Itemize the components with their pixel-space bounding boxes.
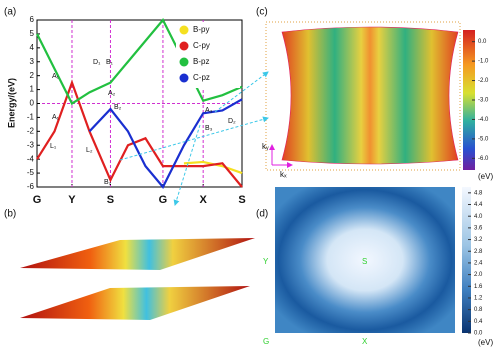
- legend-swatch: [179, 73, 189, 83]
- y-tick-label: 1: [30, 85, 35, 94]
- colorbar-tick-label: -6.0: [478, 156, 489, 162]
- colorbar-tick-label: 2.4: [474, 260, 483, 266]
- point-label: G: [263, 337, 269, 346]
- panel-b: (b): [4, 209, 255, 320]
- point-annotation: A₁: [52, 114, 60, 121]
- x-tick-label: G: [33, 194, 42, 206]
- kx-label: kₓ: [280, 170, 287, 179]
- panel-c: (c) kᵧ kₓ (eV): [256, 7, 493, 181]
- colorbar-tick-label: 2.0: [474, 272, 483, 278]
- point-annotation: A₃: [205, 107, 213, 114]
- legend-label: C-py: [193, 41, 210, 50]
- colorbar: [463, 30, 475, 170]
- energy-surface: [281, 26, 459, 165]
- y-tick-label: 3: [30, 57, 35, 66]
- colorbar-tick-label: -5.0: [478, 136, 489, 142]
- colorbar-tick-label: 0.0: [474, 331, 483, 337]
- lower-surface: [20, 286, 250, 320]
- band: [36, 18, 243, 106]
- y-tick-label: 6: [30, 15, 35, 24]
- legend-label: C-pz: [193, 73, 210, 82]
- y-tick-label: -2: [27, 126, 35, 135]
- colorbar-tick-label: -4.0: [478, 117, 489, 123]
- colorbar-tick-label: 4.4: [474, 202, 483, 208]
- colorbar-unit: (eV): [478, 338, 493, 347]
- colorbar-tick-label: 3.2: [474, 237, 483, 243]
- ky-label: kᵧ: [262, 142, 269, 151]
- colorbar-tick-label: 0.0: [478, 39, 487, 45]
- y-tick-label: -6: [27, 182, 35, 191]
- colorbar-tick-label: 3.6: [474, 225, 483, 231]
- colorbar-tick-label: 0.4: [474, 319, 483, 325]
- colorbar-tick-label: -1.0: [478, 59, 489, 65]
- upper-surface: [20, 238, 255, 270]
- colorbar-tick-label: -2.0: [478, 78, 489, 84]
- point-annotation: L₁: [50, 143, 57, 150]
- band: [36, 79, 243, 188]
- x-tick-label: S: [238, 194, 245, 206]
- legend-label: B-py: [193, 25, 209, 34]
- panel-label: (d): [256, 209, 268, 220]
- legend-swatch: [179, 41, 189, 51]
- colorbar-tick-label: 0.8: [474, 307, 483, 313]
- arrow: [214, 71, 269, 113]
- colorbar-tick-label: -3.0: [478, 98, 489, 104]
- colorbar-tick-label: 1.6: [474, 284, 483, 290]
- colorbar-tick-label: 1.2: [474, 296, 483, 302]
- y-tick-label: -4: [27, 154, 35, 163]
- panel-label: (a): [4, 7, 16, 18]
- point-label: Y: [263, 257, 269, 266]
- legend-swatch: [179, 25, 189, 35]
- colorbar-tick-label: 4.0: [474, 214, 483, 220]
- point-annotation: A₂: [108, 90, 116, 97]
- point-annotation: L₂: [86, 147, 93, 154]
- gap-map: [275, 187, 455, 333]
- y-axis-title: Energy/(eV): [6, 78, 16, 128]
- panel-label: (c): [256, 7, 268, 18]
- y-tick-label: 2: [30, 71, 35, 80]
- panel-a: (a) Energy/(eV) -6 -5 -4 -3 -2 -1 0 1 2 3 4 5 6 G Y S G X…: [4, 7, 246, 206]
- point-annotation: B₂: [114, 104, 122, 111]
- arrow: [173, 124, 201, 206]
- x-tick-label: X: [199, 194, 207, 206]
- panel-d: (d) Y S G X (eV): [256, 187, 493, 347]
- point-annotation: B₃: [205, 125, 213, 132]
- legend-label: B-pz: [193, 57, 209, 66]
- connectors: [119, 71, 269, 206]
- y-tick-label: 4: [30, 43, 35, 52]
- point-annotation: D₁: [93, 59, 101, 66]
- panel-label: (b): [4, 209, 16, 220]
- point-annotation: D₂: [228, 118, 236, 125]
- y-tick-label: 0: [30, 99, 35, 108]
- colorbar: [462, 187, 471, 333]
- y-tick-label: -5: [27, 168, 35, 177]
- point-label: X: [362, 337, 368, 346]
- colorbar-tick-label: 4.8: [474, 190, 483, 196]
- colorbar-unit: (eV): [478, 172, 493, 181]
- point-annotation: B₁: [106, 59, 114, 66]
- y-tick-label: -1: [27, 113, 35, 122]
- point-label: S: [362, 257, 367, 266]
- box: [265, 21, 461, 171]
- colorbar-tick-label: 2.8: [474, 249, 483, 255]
- x-tick-label: Y: [68, 194, 76, 206]
- legend-swatch: [179, 57, 189, 67]
- y-tick-label: 5: [30, 29, 35, 38]
- point-annotation: A₁: [52, 73, 60, 80]
- arrow: [119, 116, 269, 161]
- x-tick-label: G: [159, 194, 168, 206]
- y-tick-label: -3: [27, 140, 35, 149]
- x-tick-label: S: [107, 194, 114, 206]
- point-annotation: B₂: [104, 179, 112, 186]
